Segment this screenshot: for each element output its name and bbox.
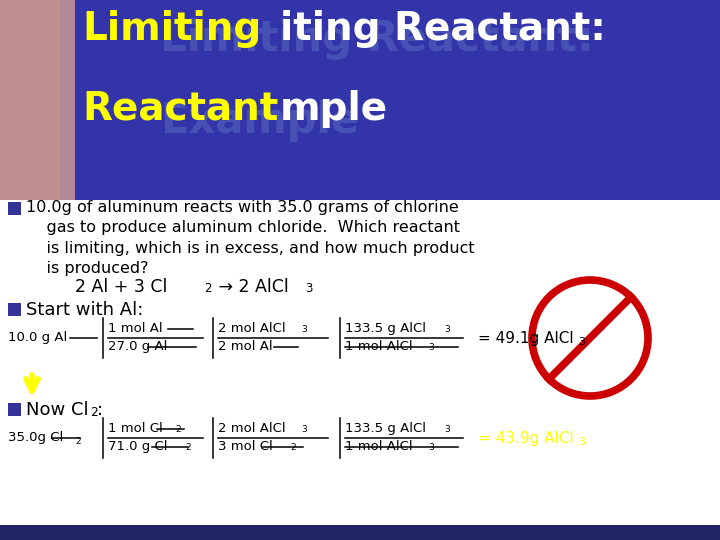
Text: → 2 AlCl: → 2 AlCl — [213, 278, 289, 296]
Text: 133.5 g AlCl: 133.5 g AlCl — [345, 422, 426, 435]
Text: 2: 2 — [90, 406, 98, 419]
Text: 3: 3 — [305, 282, 312, 295]
Text: 3: 3 — [301, 425, 307, 434]
Text: 2: 2 — [204, 282, 212, 295]
FancyBboxPatch shape — [75, 0, 720, 200]
Text: 1 mol AlCl: 1 mol AlCl — [345, 440, 413, 453]
Text: 2: 2 — [175, 425, 181, 434]
Text: 2: 2 — [290, 443, 296, 452]
Text: :: : — [97, 401, 103, 419]
Text: 2: 2 — [75, 436, 81, 446]
Text: 1 mol AlCl: 1 mol AlCl — [345, 340, 413, 353]
Text: 2: 2 — [185, 443, 191, 452]
Text: 71.0 g Cl: 71.0 g Cl — [108, 440, 168, 453]
Text: Start with Al:: Start with Al: — [26, 301, 143, 319]
Text: 3: 3 — [578, 337, 585, 347]
Text: Now Cl: Now Cl — [26, 401, 89, 419]
Text: Example: Example — [160, 100, 359, 142]
FancyBboxPatch shape — [0, 525, 720, 540]
FancyBboxPatch shape — [8, 403, 21, 416]
FancyBboxPatch shape — [0, 0, 160, 200]
Text: = 49.1g AlCl: = 49.1g AlCl — [478, 330, 574, 346]
Text: Limiting Reactant:: Limiting Reactant: — [160, 18, 593, 60]
Text: 2 mol AlCl: 2 mol AlCl — [218, 422, 286, 435]
Text: mple: mple — [280, 90, 388, 128]
Text: 2 mol Al: 2 mol Al — [218, 340, 273, 353]
Text: 35.0g Cl: 35.0g Cl — [8, 431, 63, 444]
Text: 3: 3 — [578, 437, 585, 447]
Text: 10.0g of aluminum reacts with 35.0 grams of chlorine
    gas to produce aluminum: 10.0g of aluminum reacts with 35.0 grams… — [26, 200, 474, 276]
Text: 1 mol Al: 1 mol Al — [108, 322, 163, 335]
FancyBboxPatch shape — [8, 202, 21, 215]
Text: = 43.9g AlCl: = 43.9g AlCl — [478, 430, 574, 445]
FancyBboxPatch shape — [0, 0, 60, 200]
Text: 2 Al + 3 Cl: 2 Al + 3 Cl — [75, 278, 167, 296]
Text: iting Reactant:: iting Reactant: — [280, 10, 606, 48]
Text: 3: 3 — [428, 443, 433, 452]
Text: 133.5 g AlCl: 133.5 g AlCl — [345, 322, 426, 335]
Text: 3 mol Cl: 3 mol Cl — [218, 440, 273, 453]
Text: 10.0 g Al: 10.0 g Al — [8, 332, 67, 345]
FancyBboxPatch shape — [8, 303, 21, 316]
Text: 2 mol AlCl: 2 mol AlCl — [218, 322, 286, 335]
Text: 27.0 g Al: 27.0 g Al — [108, 340, 167, 353]
Text: Limiting: Limiting — [82, 10, 261, 48]
Text: Reactant: Reactant — [82, 90, 278, 128]
Text: 1 mol Cl: 1 mol Cl — [108, 422, 163, 435]
Text: 3: 3 — [301, 325, 307, 334]
Text: 3: 3 — [428, 343, 433, 352]
Text: 3: 3 — [444, 325, 450, 334]
Text: 3: 3 — [444, 425, 450, 434]
